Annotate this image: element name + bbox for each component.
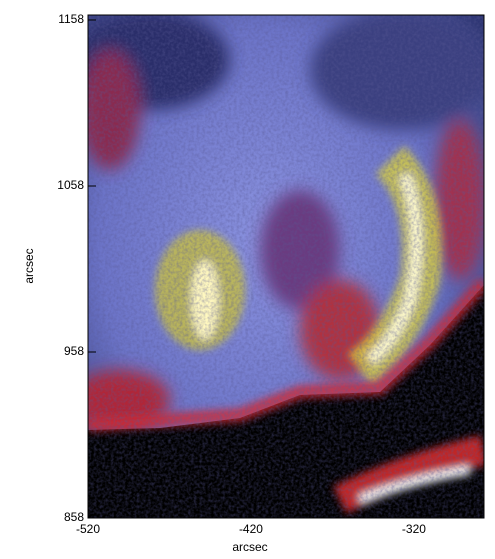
y-tick-label: 1058 — [57, 178, 84, 192]
x-axis-label: arcsec — [232, 540, 267, 554]
y-axis-label: arcsec — [22, 248, 36, 283]
x-tick-label: -420 — [239, 522, 263, 536]
x-tick-label: -320 — [402, 522, 426, 536]
x-tick-label: -520 — [76, 522, 100, 536]
plot-frame — [87, 14, 485, 519]
y-tick-label: 1158 — [58, 12, 84, 26]
y-tick-label: 958 — [64, 344, 84, 358]
y-tick-label: 858 — [64, 510, 84, 524]
solar-image — [88, 15, 484, 518]
